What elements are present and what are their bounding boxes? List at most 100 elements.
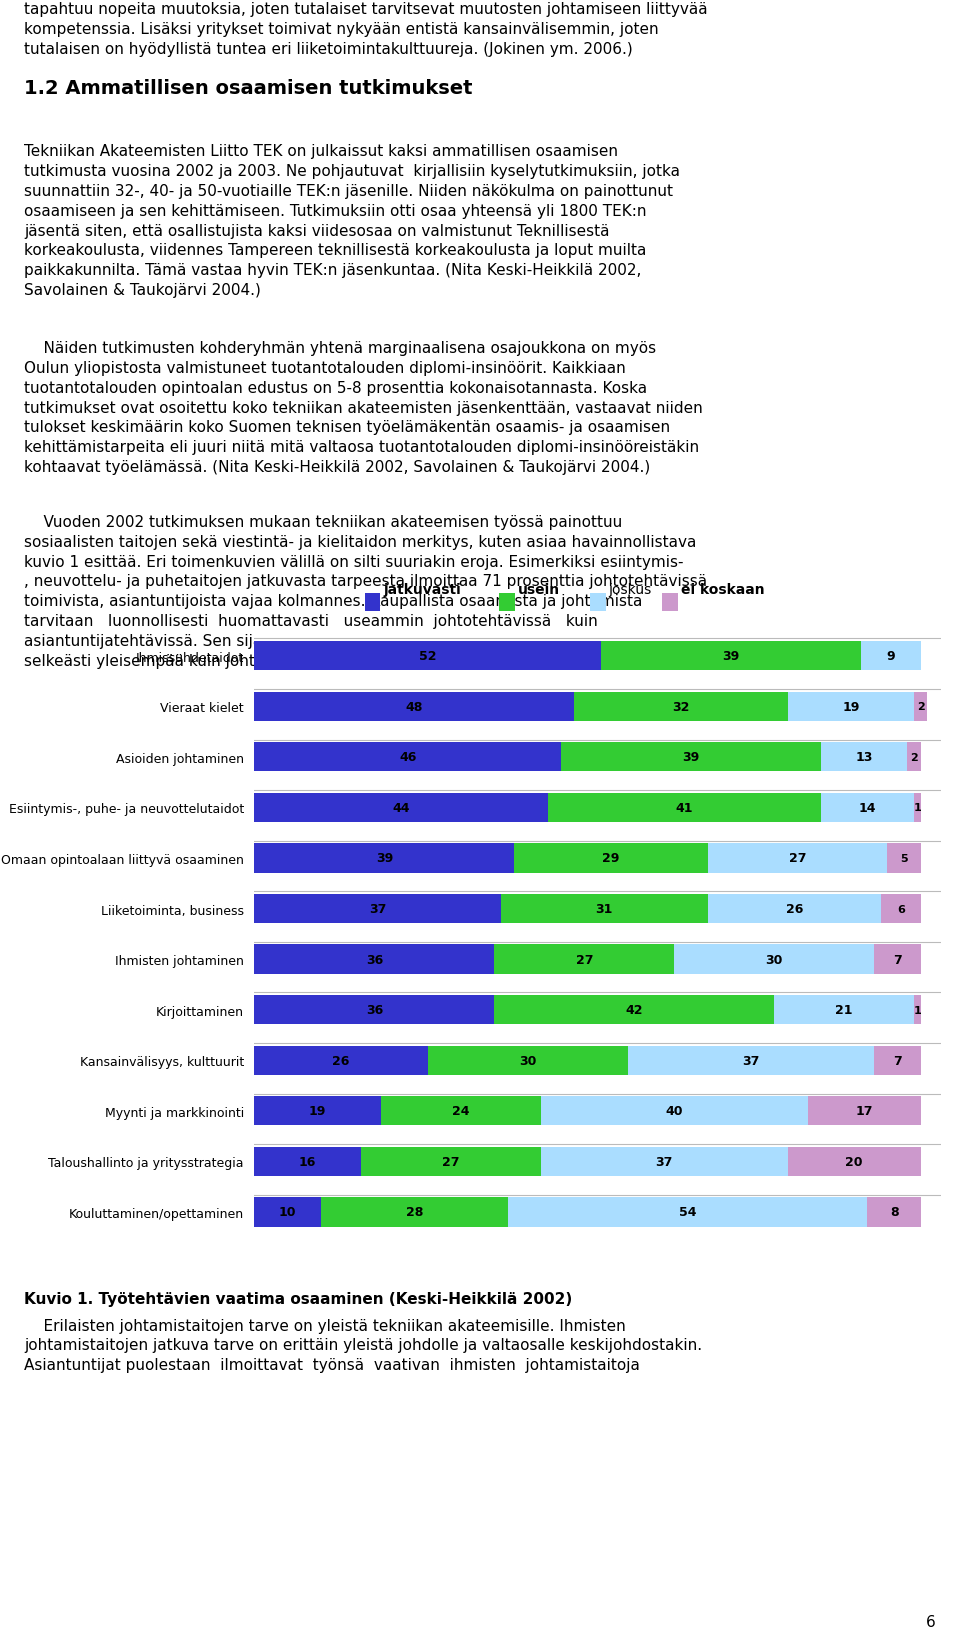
Text: 1.2 Ammatillisen osaamisen tutkimukset: 1.2 Ammatillisen osaamisen tutkimukset [24,79,472,98]
Bar [254,1147,361,1177]
Text: 39: 39 [375,852,393,865]
Bar [254,742,561,772]
Text: 42: 42 [626,1003,643,1016]
Text: 28: 28 [406,1206,423,1219]
Bar [254,793,547,823]
Bar [254,1046,427,1075]
Text: 44: 44 [393,801,410,815]
Text: usein: usein [517,582,560,597]
Bar [254,641,601,670]
Text: Kuvio 1. Työtehtävien vaatima osaaminen (Keski-Heikkilä 2002): Kuvio 1. Työtehtävien vaatima osaaminen … [24,1292,572,1306]
Bar [361,1147,540,1177]
Text: 37: 37 [656,1155,673,1169]
Bar [254,944,494,974]
Text: 30: 30 [519,1054,537,1067]
Text: 39: 39 [683,751,700,764]
Text: Erilaisten johtamistaitojen tarve on yleistä tekniikan akateemisille. Ihmisten
j: Erilaisten johtamistaitojen tarve on yle… [24,1318,702,1372]
Text: 27: 27 [789,852,806,865]
Bar [494,995,774,1024]
Bar [914,995,921,1024]
Text: 48: 48 [406,700,423,713]
Bar [861,641,921,670]
Bar [774,995,914,1024]
Bar [821,742,907,772]
Bar [501,895,708,924]
Bar [601,641,861,670]
Text: 27: 27 [576,952,593,965]
Bar [787,1147,921,1177]
Text: 21: 21 [835,1003,852,1016]
Bar [907,742,921,772]
Text: 36: 36 [366,1003,383,1016]
Text: 10: 10 [279,1206,297,1219]
Bar [674,944,875,974]
Bar [875,944,921,974]
Bar [494,944,674,974]
Bar [515,844,708,874]
Text: 1: 1 [914,1005,922,1015]
Text: Tekniikan Akateemisten Liitto TEK on julkaissut kaksi ammatillisen osaamisen
tut: Tekniikan Akateemisten Liitto TEK on jul… [24,144,680,298]
Bar [254,1096,381,1126]
Text: jatkuvasti: jatkuvasti [383,582,461,597]
Bar [887,844,921,874]
Text: 6: 6 [926,1614,936,1629]
Text: 5: 5 [900,854,908,864]
Text: Vuoden 2002 tutkimuksen mukaan tekniikan akateemisen työssä painottuu
sosiaalist: Vuoden 2002 tutkimuksen mukaan tekniikan… [24,515,708,669]
Text: 16: 16 [299,1155,317,1169]
Text: 19: 19 [842,700,859,713]
Bar [547,793,821,823]
Bar [708,844,887,874]
Text: 40: 40 [665,1105,683,1118]
Text: Näiden tutkimusten kohderyhmän yhtenä marginaalisena osajoukkona on myös
Oulun y: Näiden tutkimusten kohderyhmän yhtenä ma… [24,341,703,475]
Text: joskus: joskus [609,582,652,597]
Text: 26: 26 [785,903,803,916]
Text: 24: 24 [452,1105,469,1118]
Text: 7: 7 [893,1054,901,1067]
Text: 27: 27 [443,1155,460,1169]
Text: 31: 31 [595,903,612,916]
Text: 13: 13 [855,751,873,764]
Text: 29: 29 [602,852,619,865]
Text: 39: 39 [722,649,739,662]
Bar [254,844,515,874]
Bar [508,1198,868,1228]
Text: 41: 41 [676,801,693,815]
Bar [254,895,501,924]
Text: 17: 17 [855,1105,873,1118]
Text: 19: 19 [309,1105,326,1118]
Bar [540,1147,787,1177]
Bar [881,895,921,924]
Text: 37: 37 [369,903,386,916]
Bar [561,742,821,772]
Text: ei koskaan: ei koskaan [681,582,764,597]
Text: 8: 8 [890,1206,899,1219]
Bar [807,1096,921,1126]
Text: 14: 14 [859,801,876,815]
Bar [254,1198,321,1228]
Text: 20: 20 [846,1155,863,1169]
Bar [868,1198,921,1228]
Text: 32: 32 [672,700,689,713]
Bar [381,1096,540,1126]
Text: 36: 36 [366,952,383,965]
Text: 2: 2 [910,752,918,762]
Text: 54: 54 [679,1206,696,1219]
Text: 37: 37 [742,1054,759,1067]
Text: 26: 26 [332,1054,349,1067]
Text: 1: 1 [914,803,922,813]
Bar [574,692,787,721]
Text: 2: 2 [917,701,924,711]
Bar [914,793,921,823]
Bar [628,1046,875,1075]
Bar [821,793,914,823]
Bar [427,1046,628,1075]
Text: 30: 30 [765,952,783,965]
Bar [254,995,494,1024]
Text: 6: 6 [897,905,904,915]
Text: 52: 52 [419,649,437,662]
Bar [914,692,927,721]
Bar [540,1096,807,1126]
Text: 9: 9 [886,649,895,662]
Bar [321,1198,508,1228]
Bar [254,692,574,721]
